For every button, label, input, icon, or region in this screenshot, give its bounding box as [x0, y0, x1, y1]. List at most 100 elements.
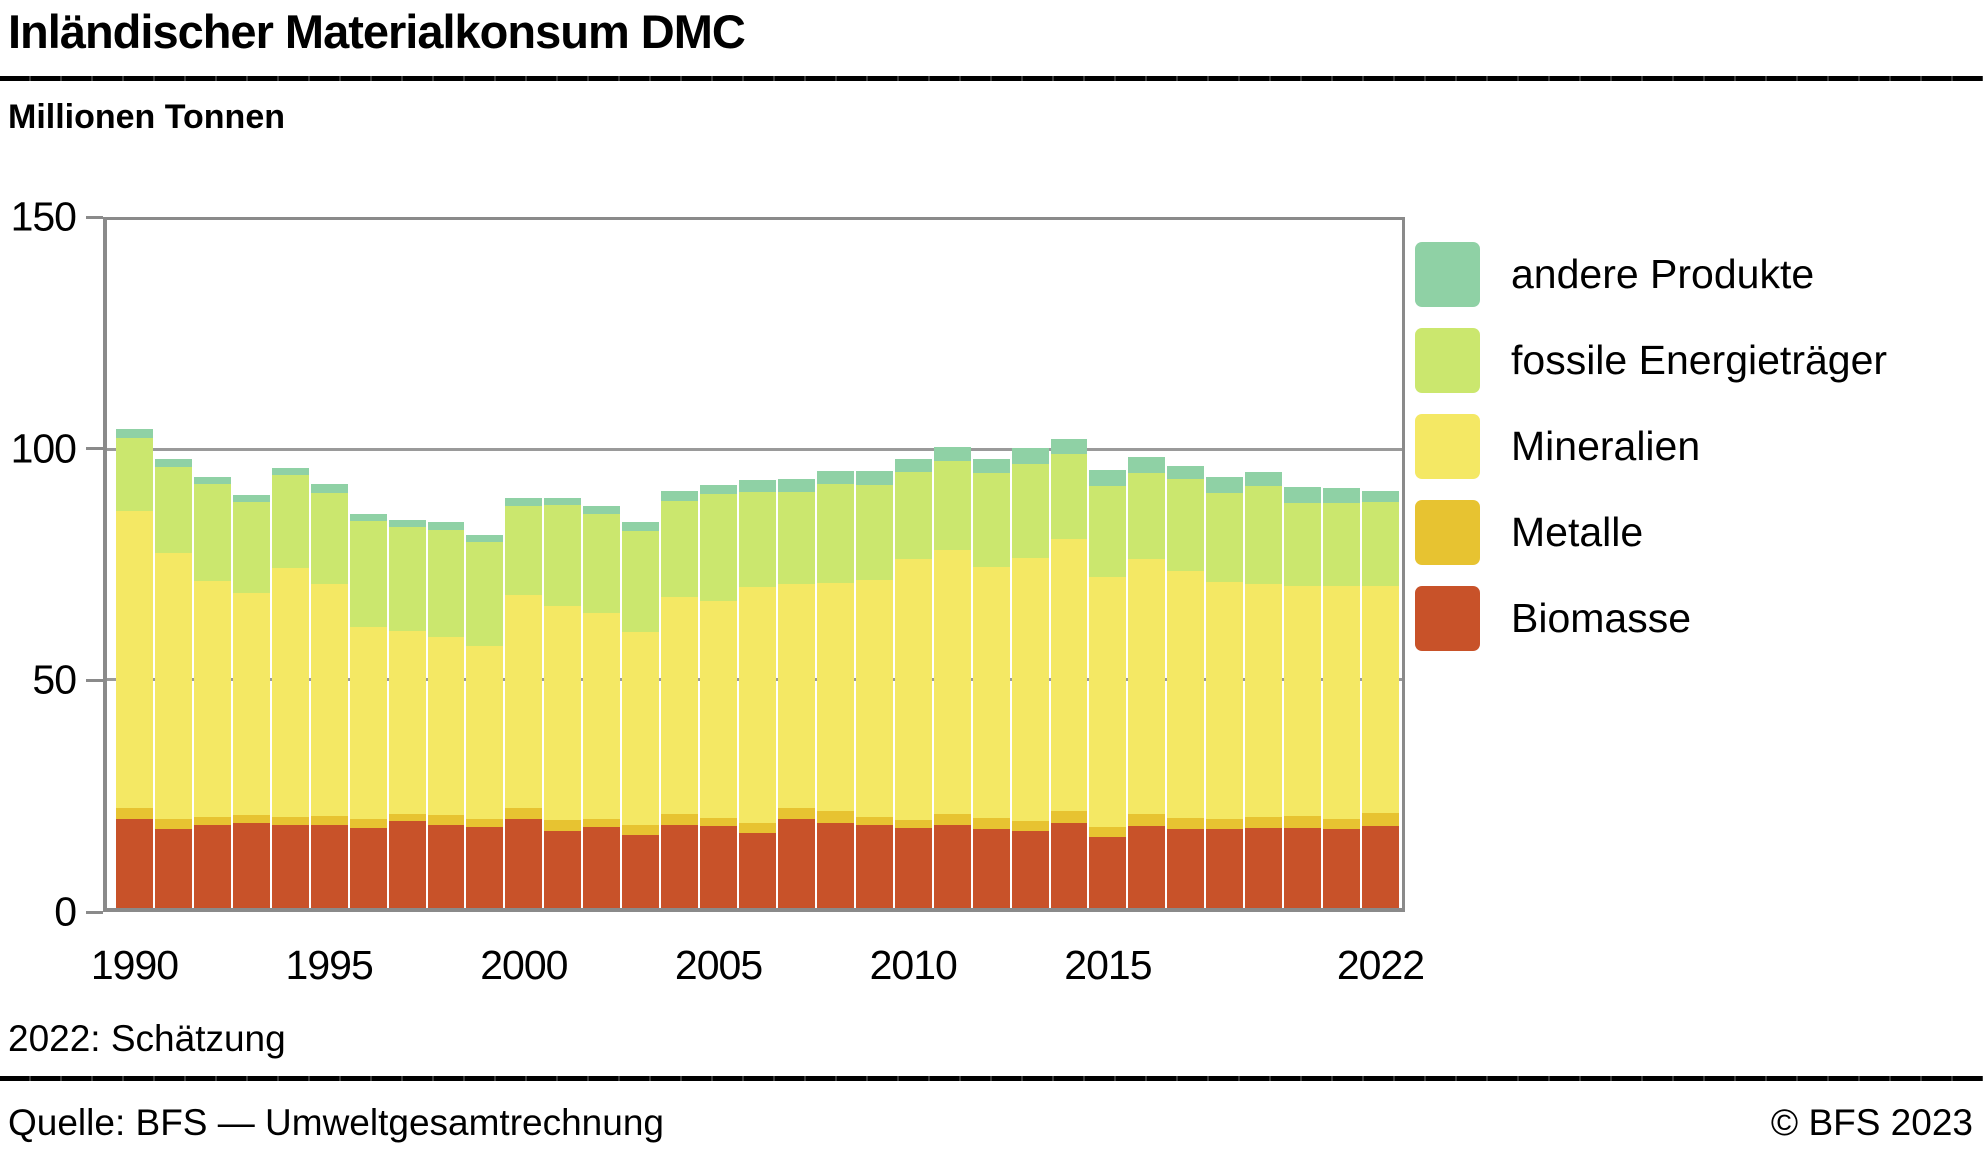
- segment-fossile-energietr-ger-2011: [933, 461, 971, 550]
- y-axis-unit-label: Millionen Tonnen: [8, 98, 285, 136]
- segment-fossile-energietr-ger-1991: [154, 467, 192, 553]
- segment-mineralien-2007: [777, 583, 815, 809]
- segment-fossile-energietr-ger-2004: [661, 500, 699, 598]
- segment-metalle-1996: [349, 818, 387, 828]
- segment-mineralien-2008: [816, 583, 854, 812]
- x-tick-label-1995: 1995: [285, 942, 374, 988]
- segment-andere-produkte-2003: [622, 521, 660, 531]
- y-tick-label-150: 150: [10, 193, 77, 240]
- bar-2011: [933, 220, 971, 908]
- legend-swatch: [1415, 242, 1480, 307]
- bar-2018: [1206, 220, 1244, 908]
- segment-biomasse-1994: [271, 825, 309, 908]
- plot-area: [103, 217, 1405, 912]
- legend-item-mineralien: Mineralien: [1415, 414, 1887, 479]
- legend-label: Metalle: [1511, 509, 1644, 555]
- segment-mineralien-2021: [1323, 586, 1360, 820]
- segment-mineralien-2005: [700, 600, 737, 819]
- legend-item-andere-produkte: andere Produkte: [1415, 242, 1887, 307]
- bar-2007: [777, 220, 815, 908]
- legend-item-metalle: Metalle: [1415, 500, 1887, 565]
- y-tick-label-0: 0: [54, 888, 77, 935]
- segment-metalle-2017: [1167, 817, 1205, 829]
- segment-biomasse-2016: [1128, 825, 1166, 908]
- y-tick-label-100: 100: [10, 425, 77, 472]
- segment-andere-produkte-1990: [116, 428, 153, 438]
- segment-biomasse-2004: [661, 824, 699, 908]
- segment-metalle-2004: [661, 814, 699, 825]
- segment-metalle-2014: [1050, 810, 1088, 823]
- segment-andere-produkte-2000: [505, 497, 543, 506]
- segment-andere-produkte-2016: [1128, 457, 1166, 473]
- y-tick-mark-150: [86, 215, 103, 219]
- bar-2019: [1245, 220, 1283, 908]
- segment-mineralien-2013: [1011, 558, 1049, 821]
- segment-andere-produkte-2020: [1284, 487, 1322, 503]
- segment-fossile-energietr-ger-2014: [1050, 453, 1088, 540]
- segment-mineralien-2017: [1167, 570, 1205, 818]
- segment-biomasse-1991: [154, 828, 192, 908]
- segment-mineralien-2011: [933, 549, 971, 814]
- source-row: Quelle: BFS — Umweltgesamtrechnung © BFS…: [8, 1102, 1973, 1144]
- bar-2000: [505, 220, 543, 908]
- segment-mineralien-2000: [505, 595, 543, 809]
- segment-metalle-2011: [933, 813, 971, 825]
- segment-fossile-energietr-ger-2002: [583, 513, 621, 613]
- segment-fossile-energietr-ger-2013: [1011, 463, 1049, 559]
- segment-fossile-energietr-ger-2007: [777, 491, 815, 584]
- bar-1993: [232, 220, 270, 908]
- gridline-100: [107, 448, 1402, 452]
- segment-andere-produkte-1999: [466, 535, 504, 543]
- segment-biomasse-1998: [427, 824, 465, 908]
- segment-metalle-2015: [1089, 826, 1127, 837]
- segment-metalle-1992: [193, 816, 231, 825]
- segment-metalle-2008: [816, 811, 854, 823]
- segment-fossile-energietr-ger-1998: [427, 530, 465, 637]
- bar-2022: [1362, 220, 1399, 908]
- legend-item-fossile-energietr-ger: fossile Energieträger: [1415, 328, 1887, 393]
- segment-andere-produkte-1991: [154, 459, 192, 468]
- segment-metalle-2018: [1206, 819, 1244, 830]
- segment-metalle-1999: [466, 818, 504, 827]
- copyright-text: © BFS 2023: [1770, 1102, 1973, 1143]
- segment-metalle-2022: [1362, 812, 1399, 826]
- segment-mineralien-2020: [1284, 586, 1322, 816]
- segment-fossile-energietr-ger-1994: [271, 474, 309, 568]
- segment-fossile-energietr-ger-2015: [1089, 485, 1127, 578]
- segment-metalle-2021: [1323, 819, 1360, 830]
- segment-mineralien-2014: [1050, 539, 1088, 811]
- segment-metalle-1998: [427, 815, 465, 825]
- title-divider: [0, 76, 1983, 81]
- segment-andere-produkte-2013: [1011, 447, 1049, 464]
- segment-biomasse-2005: [700, 826, 737, 908]
- bar-2002: [583, 220, 621, 908]
- segment-mineralien-1997: [388, 631, 426, 814]
- segment-mineralien-2004: [661, 597, 699, 815]
- bar-2004: [661, 220, 699, 908]
- segment-biomasse-2014: [1050, 822, 1088, 908]
- bar-1991: [154, 220, 192, 908]
- segment-mineralien-2001: [544, 606, 582, 820]
- x-tick-label-2022: 2022: [1336, 942, 1425, 988]
- segment-biomasse-2007: [777, 819, 815, 908]
- segment-fossile-energietr-ger-2000: [505, 505, 543, 596]
- segment-andere-produkte-2021: [1323, 487, 1360, 503]
- segment-biomasse-2012: [972, 829, 1010, 908]
- footer-divider: [0, 1076, 1983, 1081]
- bar-1992: [193, 220, 231, 908]
- segment-biomasse-2006: [739, 833, 776, 908]
- x-tick-label-2000: 2000: [480, 942, 568, 988]
- legend-swatch: [1415, 328, 1480, 393]
- segment-fossile-energietr-ger-1997: [388, 527, 426, 632]
- legend-item-biomasse: Biomasse: [1415, 586, 1887, 651]
- segment-andere-produkte-1997: [388, 520, 426, 528]
- segment-fossile-energietr-ger-1996: [349, 520, 387, 627]
- segment-biomasse-2000: [505, 818, 543, 908]
- segment-andere-produkte-2011: [933, 446, 971, 462]
- segment-metalle-2007: [777, 808, 815, 820]
- segment-mineralien-2015: [1089, 577, 1127, 827]
- segment-fossile-energietr-ger-2017: [1167, 478, 1205, 571]
- segment-biomasse-2011: [933, 824, 971, 908]
- segment-mineralien-2010: [894, 559, 932, 820]
